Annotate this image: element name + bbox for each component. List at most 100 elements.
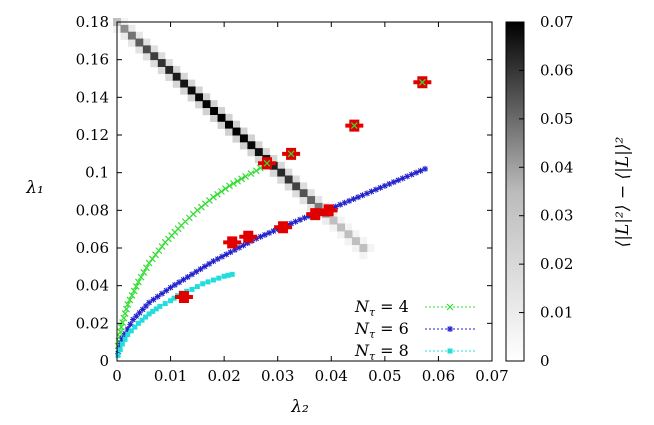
data-point — [417, 167, 424, 174]
data-point — [247, 170, 255, 178]
heatmap-cell — [127, 39, 136, 47]
highlight-marker — [319, 204, 338, 217]
heatmap-cell — [270, 154, 278, 163]
data-point — [146, 299, 153, 306]
heatmap-cell — [300, 182, 308, 191]
data-point — [240, 242, 247, 249]
data-point — [236, 244, 243, 251]
data-point — [122, 330, 129, 337]
data-point — [292, 218, 299, 225]
heatmap-cell — [217, 121, 226, 129]
heatmap-cell — [240, 127, 248, 136]
heatmap-cell — [210, 115, 219, 123]
data-point — [364, 190, 370, 197]
heatmap-cell — [307, 189, 315, 198]
data-point — [214, 190, 221, 198]
data-point — [227, 249, 234, 256]
colorbar-tick-label: 0.04 — [540, 158, 573, 176]
data-point — [150, 296, 157, 303]
data-point — [223, 251, 230, 258]
data-point — [127, 321, 134, 328]
data-point — [252, 167, 260, 175]
data-point — [153, 306, 159, 312]
heatmap-cell — [277, 161, 285, 170]
data-point — [216, 275, 222, 281]
data-point — [206, 260, 213, 267]
data-point — [386, 180, 393, 187]
data-point — [137, 273, 145, 281]
data-point — [180, 276, 187, 283]
legend-label: Nτ = 4 — [354, 297, 409, 319]
colorbar-label: ⟨|L|²⟩ − ⟨|L|⟩² — [613, 136, 633, 247]
heatmap-cell — [143, 38, 151, 47]
heatmap-cell — [352, 230, 360, 239]
data-point — [171, 281, 178, 288]
data-point — [261, 231, 268, 238]
data-point — [126, 296, 134, 304]
heatmap-cell — [202, 100, 211, 109]
heatmap-cell — [210, 107, 219, 116]
data-point — [139, 317, 145, 323]
heatmap-cell — [180, 72, 188, 81]
data-point — [238, 175, 245, 183]
data-point — [119, 319, 126, 327]
heatmap-cell — [254, 148, 263, 157]
data-point — [221, 273, 227, 279]
data-point — [214, 255, 221, 262]
heatmap-cell — [157, 59, 166, 68]
data-point — [257, 233, 264, 240]
colorbar-tick-label: 0.03 — [540, 207, 573, 225]
data-point — [133, 313, 140, 320]
data-point — [132, 324, 138, 330]
data-point — [125, 332, 131, 338]
data-point — [231, 246, 238, 253]
heatmap-cell — [254, 156, 263, 164]
y-tick-label: 0.14 — [76, 88, 109, 106]
heatmap-cell — [202, 108, 211, 116]
data-point — [152, 251, 159, 259]
y-axis-label: λ₁ — [25, 178, 44, 198]
data-point — [355, 194, 362, 201]
data-point — [171, 295, 177, 301]
data-point — [305, 213, 312, 220]
data-point — [146, 311, 152, 317]
colorbar-tick-label: 0.05 — [540, 110, 573, 128]
heatmap-cell — [150, 60, 159, 68]
x-axis-label: λ₂ — [290, 397, 309, 417]
heatmap-cell — [173, 65, 181, 74]
heatmap-cell — [292, 190, 301, 198]
data-point — [167, 284, 174, 291]
data-point — [140, 269, 148, 276]
heatmap-cell — [165, 59, 173, 68]
heatmap-cell — [203, 93, 211, 102]
colorbar-tick-label: 0 — [540, 352, 550, 370]
heatmap-cell — [180, 79, 189, 88]
data-point — [189, 271, 195, 278]
heatmap-cell — [135, 46, 144, 54]
heatmap-cell — [135, 31, 143, 40]
heatmap-cell — [150, 45, 158, 54]
y-tick-label: 0.18 — [76, 13, 109, 31]
data-point — [193, 268, 200, 275]
data-point — [229, 271, 235, 277]
data-point — [395, 177, 402, 184]
data-point — [176, 279, 183, 286]
data-point — [242, 173, 249, 180]
heatmap-cell — [247, 141, 256, 150]
legend-label: Nτ = 8 — [354, 341, 409, 363]
heatmap-cell — [314, 202, 323, 211]
x-tick-label: 0.03 — [261, 367, 294, 385]
data-point — [136, 309, 143, 316]
plot-frame — [116, 21, 493, 362]
heatmap-cell — [157, 67, 166, 75]
heatmap-cell — [142, 53, 151, 61]
data-point — [263, 159, 271, 167]
y-tick-label: 0.08 — [76, 201, 109, 219]
heatmap-cell — [232, 127, 241, 136]
heatmap-cell — [150, 52, 159, 61]
data-point — [197, 266, 204, 273]
heatmap-cell — [329, 224, 338, 232]
data-point — [381, 182, 388, 189]
data-point — [219, 253, 225, 260]
